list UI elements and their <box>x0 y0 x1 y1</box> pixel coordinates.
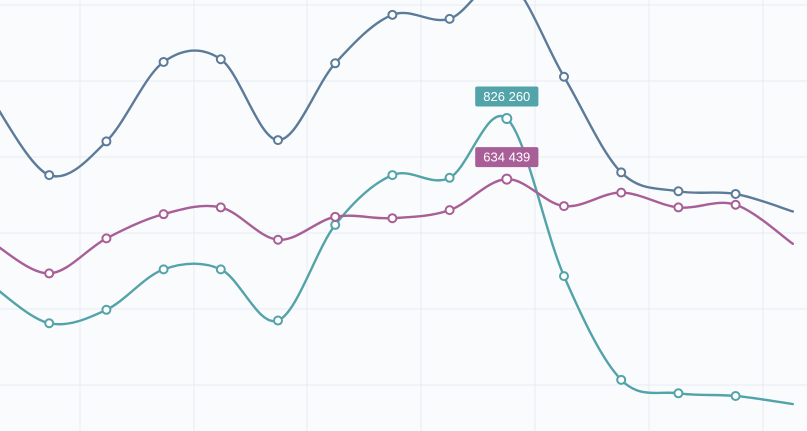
data-point[interactable] <box>158 264 169 275</box>
data-point[interactable] <box>559 271 569 282</box>
data-point[interactable] <box>673 202 684 213</box>
data-point[interactable] <box>673 186 684 197</box>
series-line-2 <box>0 114 794 406</box>
data-point[interactable] <box>158 209 169 220</box>
data-point[interactable] <box>444 172 455 183</box>
data-point[interactable] <box>273 315 283 326</box>
data-point[interactable] <box>616 374 627 385</box>
tooltip-label: 826 260 <box>483 89 530 104</box>
data-point[interactable] <box>559 71 569 82</box>
data-point[interactable] <box>215 202 226 213</box>
data-point[interactable] <box>101 136 112 147</box>
data-point-highlighted[interactable] <box>501 113 513 125</box>
data-point[interactable] <box>273 135 283 146</box>
series-line-1 <box>0 0 794 213</box>
data-point[interactable] <box>444 13 455 24</box>
data-point[interactable] <box>730 199 741 210</box>
data-point[interactable] <box>330 211 341 222</box>
data-point[interactable] <box>330 219 341 230</box>
data-point[interactable] <box>387 9 398 20</box>
data-point[interactable] <box>616 167 627 178</box>
data-point[interactable] <box>273 234 283 245</box>
value-tooltip-3: 634 439 <box>475 147 539 168</box>
data-point[interactable] <box>730 390 741 401</box>
data-point[interactable] <box>616 187 627 198</box>
data-point[interactable] <box>387 213 398 224</box>
tooltip-label: 634 439 <box>483 150 530 165</box>
value-tooltip-2: 826 260 <box>475 86 539 107</box>
data-point[interactable] <box>730 188 741 199</box>
data-point[interactable] <box>330 58 341 69</box>
data-point[interactable] <box>387 170 398 181</box>
data-point[interactable] <box>101 304 112 315</box>
data-point[interactable] <box>44 318 55 329</box>
tooltip-box <box>475 147 539 168</box>
data-point[interactable] <box>215 54 226 65</box>
data-point-highlighted[interactable] <box>501 173 513 185</box>
data-point[interactable] <box>673 388 684 399</box>
series-lines <box>0 0 794 406</box>
data-point[interactable] <box>215 264 226 275</box>
series-points <box>44 9 741 401</box>
data-point[interactable] <box>44 170 55 181</box>
data-point[interactable] <box>44 268 55 279</box>
tooltip-box <box>475 86 539 107</box>
data-point[interactable] <box>101 233 112 244</box>
data-point[interactable] <box>559 201 569 212</box>
data-point[interactable] <box>444 205 455 216</box>
data-point[interactable] <box>158 56 169 67</box>
